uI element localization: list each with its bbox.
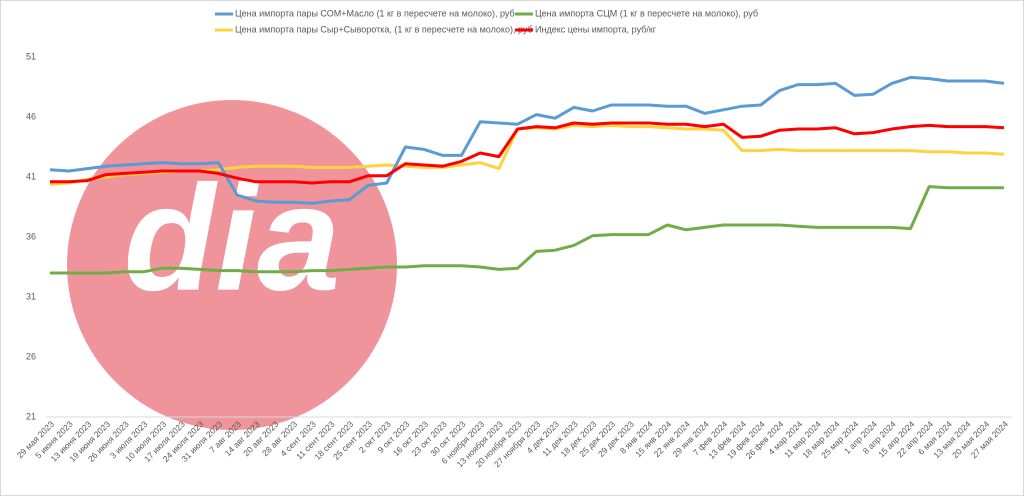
legend-label: Цена импорта СЦМ (1 кг в пересчете на мо… [535,8,758,18]
legend-label: Цена импорта пары Сыр+Сыворотка, (1 кг в… [235,24,533,34]
line-series [50,121,1005,185]
y-tick-label: 36 [26,231,36,241]
watermark: dia [124,154,341,322]
line-series [50,185,1004,275]
y-tick-label: 21 [26,411,36,421]
y-tick-label: 46 [26,111,36,121]
y-tick-label: 51 [26,51,36,61]
y-tick-label: 26 [26,351,36,361]
legend-label: Цена импорта пары СОМ+Масло (1 кг в пере… [235,8,515,18]
line-series [49,75,1005,205]
legend-label: Индекс цены импорта, руб/кг [535,24,657,34]
y-tick-label: 41 [26,171,36,181]
y-tick-label: 31 [26,291,36,301]
